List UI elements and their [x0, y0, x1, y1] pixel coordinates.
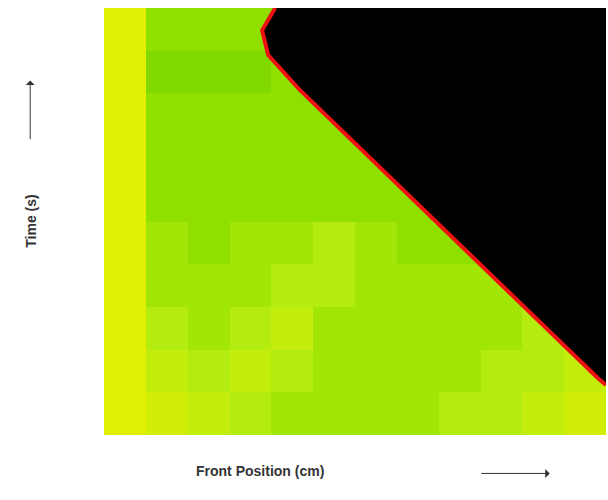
svg-text:Time (s): Time (s)	[23, 194, 39, 247]
svg-text:Front Position (cm): Front Position (cm)	[196, 463, 324, 479]
